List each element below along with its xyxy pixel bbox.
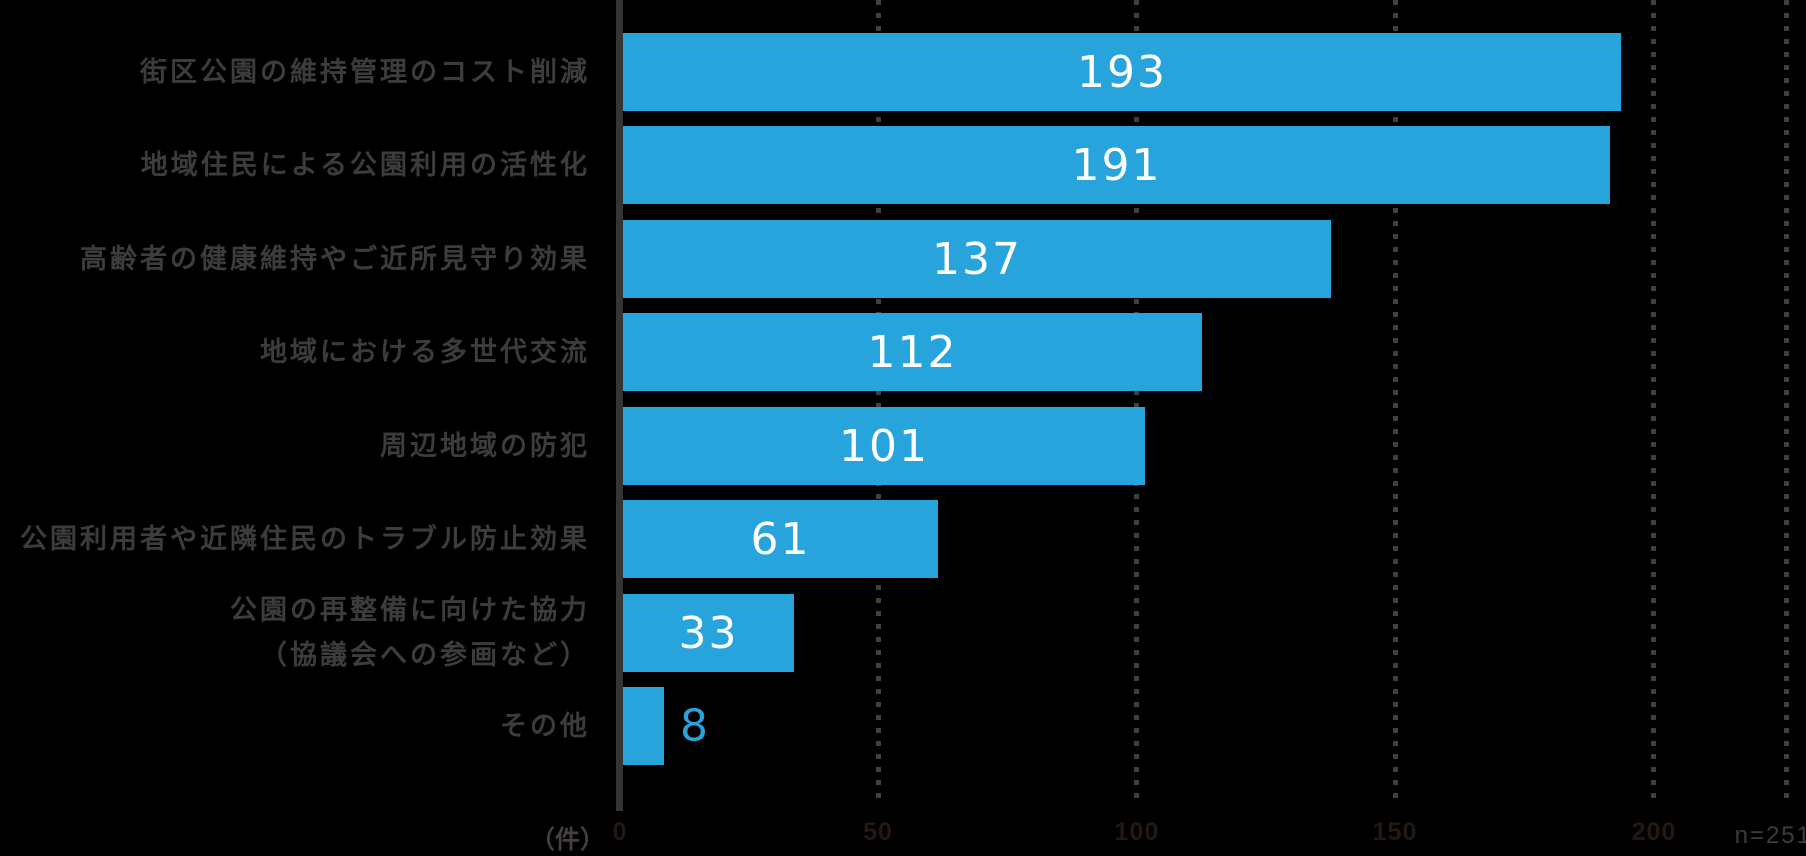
x-tick-label: 0 [612,818,628,846]
chart-row: 周辺地域の防犯 101 [0,407,1806,485]
category-label: 地域における多世代交流 [260,336,590,367]
plot-right-border-dotted [1783,0,1789,806]
bar: 33 [623,594,794,672]
bar: 112 [623,313,1202,391]
x-axis-unit-label: （件） [529,826,605,854]
chart-row: 公園の再整備に向けた協力 （協議会への参画など） 33 [0,594,1806,672]
x-tick-label: 200 [1631,818,1677,846]
y-axis-line [616,0,623,811]
value-label: 112 [867,326,958,378]
gridline-200 [1651,0,1656,806]
category-label: 公園利用者や近隣住民のトラブル防止効果 [20,523,590,554]
value-label: 191 [1071,139,1162,191]
chart-row: 地域における多世代交流 112 [0,313,1806,391]
category-label: 公園の再整備に向けた協力 （協議会への参画など） [230,595,590,670]
value-label: 193 [1077,46,1167,98]
value-label: 33 [678,607,739,659]
chart-row: その他 8 [0,687,1806,765]
gridline-150 [1393,0,1398,806]
chart-row: 街区公園の維持管理のコスト削減 193 [0,33,1806,111]
category-label: 地域住民による公園利用の活性化 [140,149,590,180]
value-label: 8 [680,700,710,752]
sample-size-label: n=251 [1734,822,1806,849]
bar: 61 [623,500,938,578]
category-label: 周辺地域の防犯 [380,430,590,461]
chart-row: 地域住民による公園利用の活性化 191 [0,126,1806,204]
gridline-100 [1134,0,1139,806]
value-label: 137 [932,233,1022,285]
x-tick-label: 50 [863,818,893,846]
bar: 191 [623,126,1610,204]
value-label: 61 [750,513,811,565]
chart-row: 公園利用者や近隣住民のトラブル防止効果 61 [0,500,1806,578]
x-tick-label: 150 [1372,818,1418,846]
x-tick-label: 100 [1114,818,1160,846]
gridline-50 [876,0,881,806]
bar: 193 [623,33,1621,111]
chart-row: 高齢者の健康維持やご近所見守り効果 137 [0,220,1806,298]
category-label: その他 [500,710,590,741]
value-label: 101 [839,420,929,472]
category-label: 街区公園の維持管理のコスト削減 [140,56,590,87]
category-label: 高齢者の健康維持やご近所見守り効果 [80,243,590,274]
bar: 8 [623,687,708,765]
bar: 101 [623,407,1145,485]
bar: 137 [623,220,1331,298]
